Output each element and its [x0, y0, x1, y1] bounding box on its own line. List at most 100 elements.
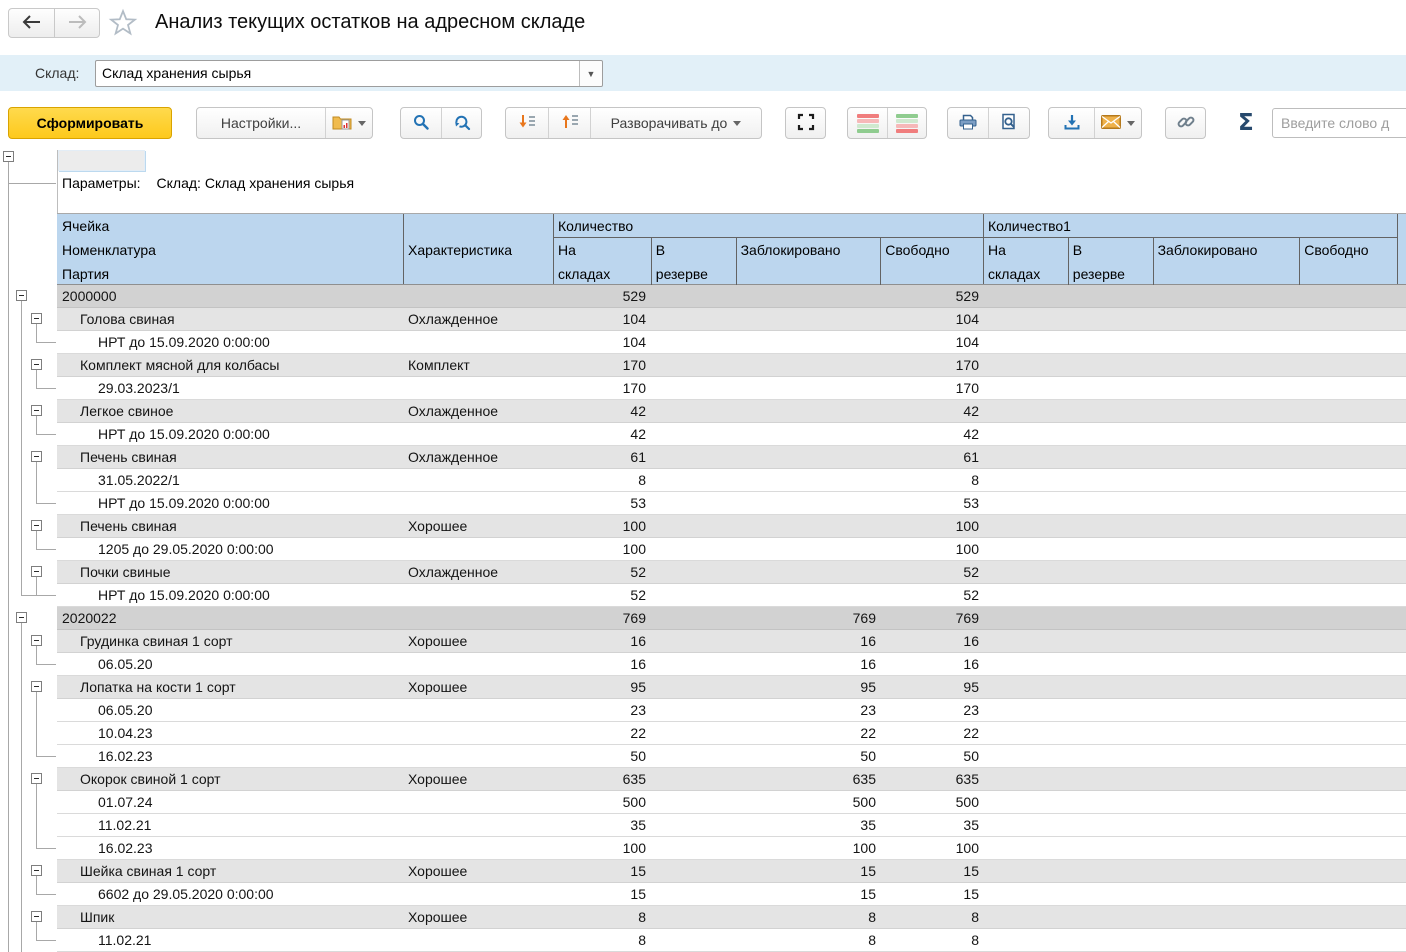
row-name-cell: 16.02.23: [57, 837, 404, 859]
collapse-button[interactable]: [31, 359, 42, 370]
collapse-button[interactable]: [31, 566, 42, 577]
table-row[interactable]: НРТ до 15.09.2020 0:00:005353: [57, 492, 1406, 515]
table-row[interactable]: 6602 до 29.05.2020 0:00:00151515: [57, 883, 1406, 906]
table-row[interactable]: 10.04.23222222: [57, 722, 1406, 745]
autofit-button[interactable]: [785, 107, 826, 139]
table-row[interactable]: 16.02.23505050: [57, 745, 1406, 768]
favorite-star-icon[interactable]: [108, 8, 138, 43]
table-row[interactable]: 31.05.2022/188: [57, 469, 1406, 492]
collapse-all-button[interactable]: [548, 108, 590, 138]
row-value-cell: [736, 331, 881, 353]
row-value-cell: [984, 722, 1068, 744]
table-row[interactable]: Грудинка свиная 1 сортХорошее161616: [57, 630, 1406, 653]
collapse-button[interactable]: [16, 290, 27, 301]
row-clipped-cell: [1398, 860, 1406, 882]
download-icon: [1063, 113, 1081, 134]
table-row[interactable]: ШпикХорошее888: [57, 906, 1406, 929]
collapse-button[interactable]: [31, 405, 42, 416]
row-clipped-cell: [1398, 331, 1406, 353]
generate-button[interactable]: Сформировать: [8, 107, 172, 139]
current-cell-indicator[interactable]: [58, 150, 145, 171]
row-value-cell: [651, 492, 736, 514]
row-clipped-cell: [1398, 837, 1406, 859]
quick-search-input[interactable]: [1272, 108, 1406, 138]
tree-line: [36, 388, 56, 389]
expand-to-button[interactable]: Разворачивать до: [590, 108, 761, 138]
row-value-cell: [736, 492, 881, 514]
collapse-button[interactable]: [3, 151, 14, 162]
table-row[interactable]: Печень свинаяХорошее100100: [57, 515, 1406, 538]
save-button[interactable]: [1049, 108, 1094, 138]
find-next-button[interactable]: [441, 108, 481, 138]
table-row[interactable]: Комплект мясной для колбасыКомплект17017…: [57, 354, 1406, 377]
table-row[interactable]: 06.05.20232323: [57, 699, 1406, 722]
row-characteristic-cell: [404, 584, 554, 606]
row-characteristic-cell: [404, 929, 554, 951]
table-row[interactable]: Шейка свиная 1 сортХорошее151515: [57, 860, 1406, 883]
row-value-cell: 8: [881, 469, 984, 491]
warehouse-dropdown-button[interactable]: ▼: [579, 61, 602, 86]
table-row[interactable]: 2020022769769769: [57, 607, 1406, 630]
collapse-button[interactable]: [16, 612, 27, 623]
expand-all-button[interactable]: [506, 108, 548, 138]
sum-button[interactable]: Σ: [1238, 108, 1254, 138]
print-button[interactable]: [948, 108, 988, 138]
table-row[interactable]: 1205 до 29.05.2020 0:00:00100100: [57, 538, 1406, 561]
row-value-cell: 61: [554, 446, 651, 468]
table-row[interactable]: Окорок свиной 1 сортХорошее635635635: [57, 768, 1406, 791]
table-row[interactable]: 11.02.21888: [57, 929, 1406, 952]
table-row[interactable]: 16.02.23100100100: [57, 837, 1406, 860]
tree-line: [36, 876, 37, 894]
collapse-button[interactable]: [31, 681, 42, 692]
back-button[interactable]: [9, 9, 54, 37]
row-characteristic-cell: Охлажденное: [404, 561, 554, 583]
collapse-button[interactable]: [31, 911, 42, 922]
row-value-cell: [984, 492, 1068, 514]
row-value-cell: 15: [881, 860, 984, 882]
warehouse-combobox[interactable]: Склад хранения сырья ▼: [95, 60, 603, 87]
get-link-button[interactable]: [1165, 107, 1206, 139]
row-value-cell: 100: [554, 837, 651, 859]
row-name-cell: 31.05.2022/1: [57, 469, 404, 491]
row-value-cell: [651, 860, 736, 882]
table-row[interactable]: 01.07.24500500500: [57, 791, 1406, 814]
table-row[interactable]: НРТ до 15.09.2020 0:00:00104104: [57, 331, 1406, 354]
table-row[interactable]: Печень свинаяОхлажденное6161: [57, 446, 1406, 469]
collapse-button[interactable]: [31, 313, 42, 324]
row-value-cell: [1153, 837, 1300, 859]
table-row[interactable]: Легкое свиноеОхлажденное4242: [57, 400, 1406, 423]
table-row[interactable]: НРТ до 15.09.2020 0:00:004242: [57, 423, 1406, 446]
collapse-button[interactable]: [31, 520, 42, 531]
collapse-button[interactable]: [31, 451, 42, 462]
collapse-button[interactable]: [31, 635, 42, 646]
row-value-cell: 170: [554, 377, 651, 399]
table-row[interactable]: 06.05.20161616: [57, 653, 1406, 676]
forward-button[interactable]: [54, 9, 99, 37]
report-variants-button[interactable]: [325, 108, 372, 138]
appearance-red-green-button[interactable]: [848, 108, 887, 138]
table-row[interactable]: Голова свинаяОхлажденное104104: [57, 308, 1406, 331]
collapse-button[interactable]: [31, 865, 42, 876]
table-row[interactable]: 11.02.21353535: [57, 814, 1406, 837]
table-row[interactable]: 29.03.2023/1170170: [57, 377, 1406, 400]
tree-line: [36, 922, 37, 940]
row-name-cell: Легкое свиное: [57, 400, 404, 422]
table-row[interactable]: Почки свиныеОхлажденное5252: [57, 561, 1406, 584]
appearance-green-red-button[interactable]: [887, 108, 926, 138]
print-preview-button[interactable]: [988, 108, 1029, 138]
row-value-cell: [1300, 308, 1398, 330]
warehouse-value: Склад хранения сырья: [96, 61, 579, 86]
row-value-cell: [1068, 860, 1153, 882]
column-group-1: КоличествоНа складахВ резервеЗаблокирова…: [554, 214, 984, 284]
table-row[interactable]: НРТ до 15.09.2020 0:00:005252: [57, 584, 1406, 607]
row-value-cell: 22: [736, 722, 881, 744]
row-value-cell: [984, 308, 1068, 330]
row-characteristic-cell: Хорошее: [404, 676, 554, 698]
find-button[interactable]: [401, 108, 441, 138]
table-row[interactable]: Лопатка на кости 1 сортХорошее959595: [57, 676, 1406, 699]
send-email-button[interactable]: [1094, 108, 1141, 138]
collapse-button[interactable]: [31, 773, 42, 784]
table-row[interactable]: 2000000529529: [57, 285, 1406, 308]
settings-button[interactable]: Настройки...: [197, 108, 325, 138]
row-name-cell: 10.04.23: [57, 722, 404, 744]
